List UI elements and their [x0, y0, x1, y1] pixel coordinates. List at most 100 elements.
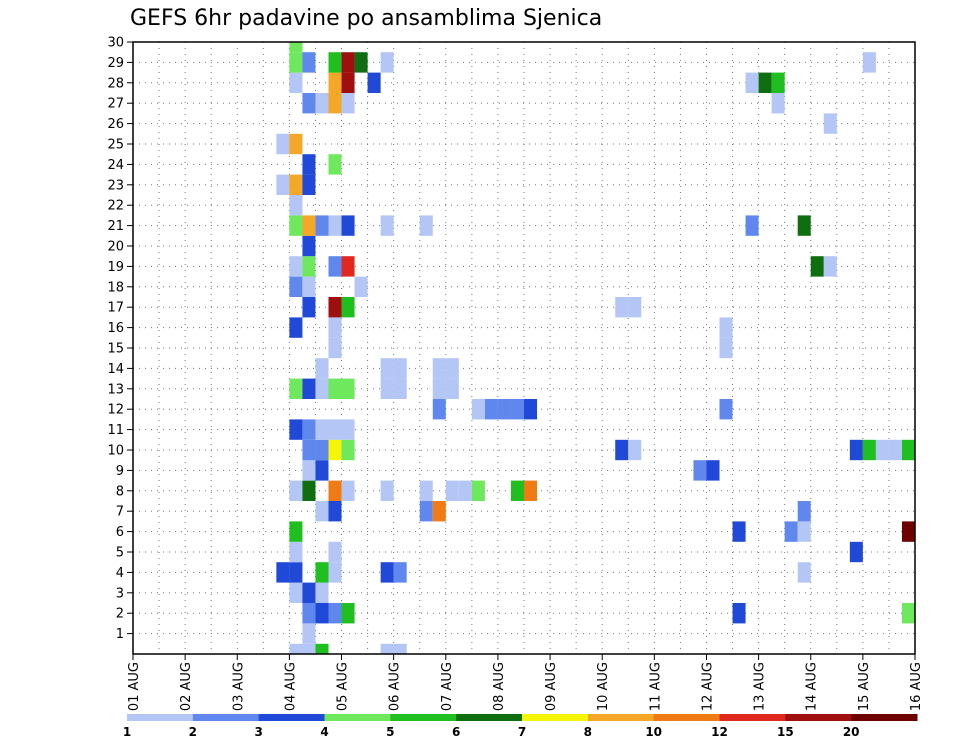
- y-tick-label: 28: [107, 76, 124, 91]
- heatmap-cell: [432, 501, 446, 522]
- legend-swatch: [324, 714, 391, 721]
- heatmap-cell: [797, 562, 811, 583]
- heatmap-cell: [380, 480, 394, 501]
- y-tick-label: 19: [107, 260, 124, 275]
- heatmap-cell: [875, 439, 889, 461]
- x-tick-label: 01 AUG: [127, 662, 142, 711]
- heatmap-cell: [706, 460, 720, 481]
- heatmap-cell: [341, 215, 355, 236]
- heatmap-cell: [758, 72, 772, 93]
- legend-label: 2: [189, 725, 197, 739]
- heatmap-cell: [901, 521, 915, 542]
- heatmap-cell: [771, 72, 785, 93]
- y-tick-label: 7: [116, 505, 124, 520]
- heatmap-cell: [432, 378, 446, 399]
- heatmap-cell: [732, 603, 746, 624]
- y-tick-label: 13: [107, 382, 124, 397]
- heatmap-cell: [302, 439, 316, 461]
- heatmap-cell: [862, 52, 876, 73]
- x-tick-label: 03 AUG: [231, 662, 246, 711]
- chart-title: GEFS 6hr padavine po ansamblima Sjenica: [130, 6, 603, 31]
- heatmap-cell: [315, 501, 329, 522]
- legend-label: 12: [711, 725, 728, 739]
- legend-label: 10: [645, 725, 662, 739]
- heatmap-cell: [484, 399, 498, 420]
- heatmap-cell: [445, 480, 459, 501]
- heatmap-cell: [328, 480, 342, 501]
- heatmap-cell: [771, 93, 785, 114]
- heatmap-cell: [823, 113, 837, 134]
- heatmap-cell: [354, 276, 368, 297]
- heatmap-cell: [797, 521, 811, 542]
- heatmap-cell: [302, 276, 316, 297]
- heatmap-cell: [328, 215, 342, 236]
- y-tick-label: 29: [107, 56, 124, 71]
- y-tick-label: 11: [107, 423, 124, 438]
- heatmap-cell: [328, 378, 342, 399]
- heatmap-cell: [524, 399, 538, 420]
- legend-label: 6: [452, 725, 460, 739]
- legend-label: 1: [123, 725, 131, 739]
- legend-swatch: [522, 714, 589, 721]
- heatmap-cell: [380, 562, 394, 583]
- heatmap-cell: [341, 52, 355, 73]
- legend-label: 8: [584, 725, 592, 739]
- heatmap-cell: [419, 501, 433, 522]
- heatmap-cell: [328, 603, 342, 624]
- heatmap-cell: [328, 439, 342, 461]
- heatmap-cell: [328, 256, 342, 277]
- x-tick-label: 10 AUG: [596, 662, 611, 711]
- heatmap-cell: [315, 562, 329, 583]
- legend-swatch: [719, 714, 786, 721]
- heatmap-cell: [289, 419, 303, 440]
- y-tick-label: 24: [107, 158, 124, 173]
- heatmap-cell: [289, 643, 303, 654]
- heatmap-cell: [901, 603, 915, 624]
- heatmap-cell: [810, 256, 824, 277]
- legend-swatch: [851, 714, 918, 721]
- heatmap-cell: [315, 582, 329, 603]
- heatmap-cell: [341, 72, 355, 93]
- heatmap-cell: [328, 337, 342, 359]
- heatmap-cell: [471, 480, 485, 501]
- y-tick-label: 30: [107, 36, 124, 51]
- heatmap-cell: [719, 317, 733, 338]
- legend-swatch: [390, 714, 457, 721]
- heatmap-cell: [380, 378, 394, 399]
- heatmap-cell: [380, 643, 394, 654]
- legend-swatch: [192, 714, 260, 721]
- heatmap-cell: [888, 439, 902, 461]
- heatmap-cell: [289, 42, 303, 53]
- legend-label: 5: [386, 725, 394, 739]
- x-tick-label: 15 AUG: [857, 662, 872, 711]
- heatmap-cell: [901, 439, 915, 461]
- legend-swatch: [456, 714, 523, 721]
- y-tick-label: 9: [116, 464, 124, 479]
- x-tick-label: 09 AUG: [544, 662, 559, 711]
- heatmap-cell: [289, 521, 303, 542]
- heatmap-cell: [784, 521, 798, 542]
- heatmap-cell: [302, 643, 316, 654]
- heatmap-cell: [302, 256, 316, 277]
- heatmap-cell: [302, 215, 316, 236]
- heatmap-cell: [497, 399, 511, 420]
- heatmap-cell: [849, 439, 863, 461]
- heatmap-cell: [341, 378, 355, 399]
- y-tick-label: 17: [107, 301, 124, 316]
- y-tick-label: 6: [116, 525, 124, 540]
- grid-lines: [133, 42, 915, 654]
- heatmap-cell: [302, 52, 316, 73]
- heatmap-cell: [289, 378, 303, 399]
- heatmap-cell: [732, 521, 746, 542]
- color-legend: 1 2 3 4 5 6 7 8 10 12 15 20: [123, 714, 918, 739]
- heatmap-cell: [302, 174, 316, 195]
- heatmap-cell: [289, 562, 303, 583]
- legend-label: 20: [843, 725, 860, 739]
- heatmap-cell: [797, 215, 811, 236]
- heatmap-cell: [328, 52, 342, 73]
- heatmap-cell: [445, 358, 459, 379]
- y-tick-label: 12: [107, 403, 124, 418]
- heatmap-cell: [393, 358, 407, 379]
- x-tick-label: 12 AUG: [700, 662, 715, 711]
